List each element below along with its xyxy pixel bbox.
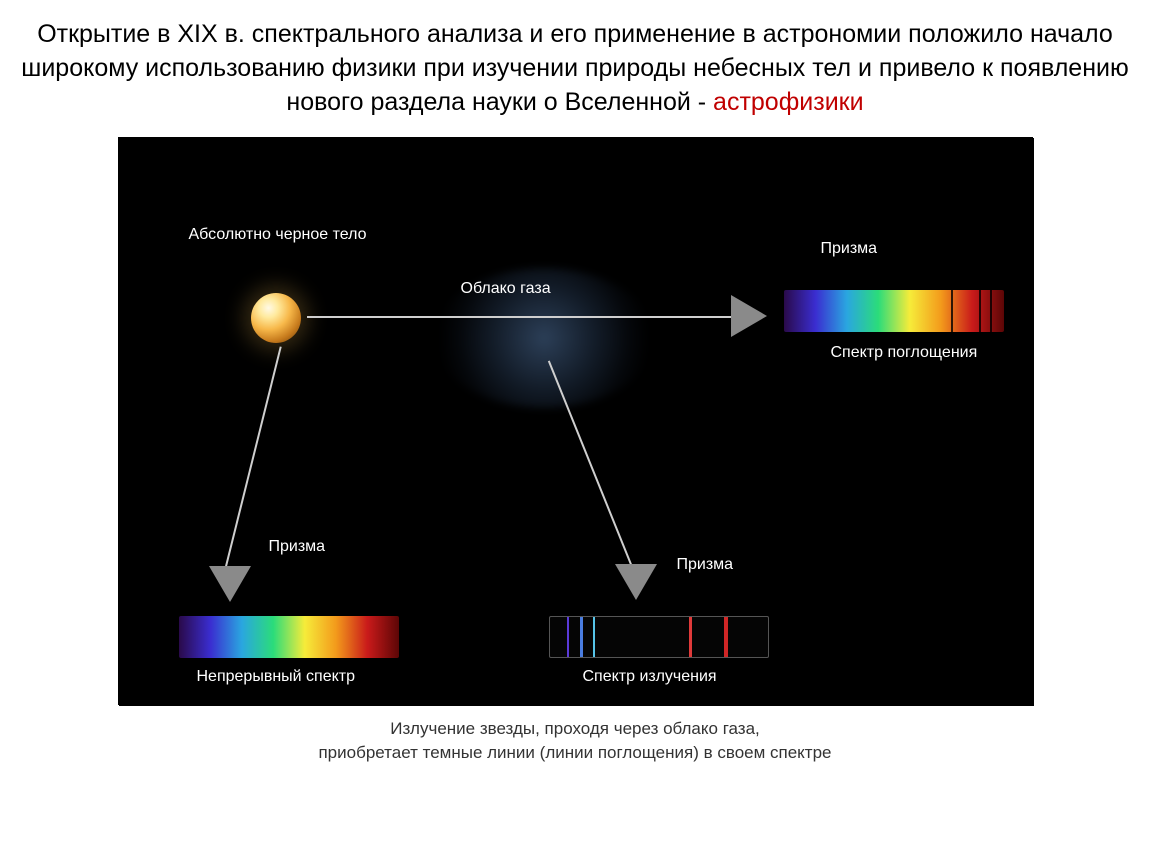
absorption-spectrum	[784, 290, 1004, 332]
emission-line	[724, 617, 728, 657]
heading-highlight: астрофизики	[713, 88, 864, 116]
emission-spectrum	[549, 616, 769, 658]
spectral-diagram: Абсолютно черное тело Облако газа Призма…	[119, 138, 1034, 706]
label-blackbody: Абсолютно черное тело	[189, 226, 367, 244]
diagram-container: Абсолютно черное тело Облако газа Призма…	[118, 137, 1033, 705]
emission-line	[580, 617, 583, 657]
prism-right-icon	[615, 564, 657, 600]
label-emission: Спектр излучения	[583, 668, 717, 686]
emission-line	[593, 617, 595, 657]
slide-heading: Открытие в XIX в. спектрального анализа …	[0, 18, 1150, 119]
label-prism-top: Призма	[821, 240, 878, 258]
prism-left-icon	[209, 566, 251, 602]
absorption-line	[951, 290, 953, 332]
caption-line2: приобретает темные линии (линии поглощен…	[318, 743, 831, 762]
caption: Излучение звезды, проходя через облако г…	[0, 717, 1150, 765]
slide: Открытие в XIX в. спектрального анализа …	[0, 0, 1150, 864]
emission-line	[689, 617, 692, 657]
label-continuous: Непрерывный спектр	[197, 668, 356, 686]
arrow-horizontal	[307, 316, 731, 318]
caption-line1: Излучение звезды, проходя через облако г…	[390, 719, 760, 738]
label-absorption: Спектр поглощения	[831, 344, 978, 362]
continuous-spectrum	[179, 616, 399, 658]
blackbody-star-icon	[251, 293, 301, 343]
label-gascloud: Облако газа	[461, 280, 551, 298]
emission-line	[567, 617, 569, 657]
prism-top-icon	[731, 295, 767, 337]
absorption-line	[990, 290, 992, 332]
absorption-line	[979, 290, 981, 332]
label-prism-left: Призма	[269, 538, 326, 556]
heading-main: Открытие в XIX в. спектрального анализа …	[21, 20, 1128, 116]
label-prism-right: Призма	[677, 556, 734, 574]
